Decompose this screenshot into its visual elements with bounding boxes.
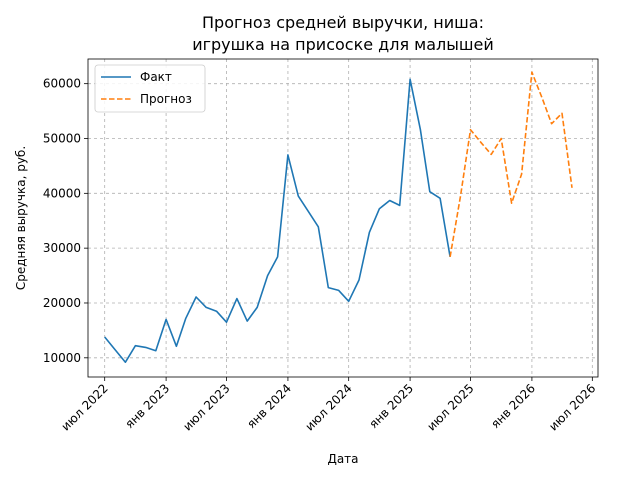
y-axis-label: Средняя выручка, руб.: [14, 146, 28, 290]
grid: [88, 59, 598, 377]
x-tick-label: янв 2023: [122, 381, 172, 431]
y-tick-label: 60000: [43, 77, 81, 91]
legend-fact-label: Факт: [140, 70, 172, 84]
chart-title-line-2: игрушка на присоске для малышей: [192, 35, 494, 54]
chart-title-line-1: Прогноз средней выручки, ниша:: [202, 13, 484, 32]
plot-frame: [87, 58, 599, 378]
y-tick-label: 10000: [43, 351, 81, 365]
x-tick-label: июл 2022: [59, 381, 111, 433]
legend: Факт Прогноз: [94, 64, 206, 113]
legend-forecast-label: Прогноз: [140, 92, 192, 106]
x-axis-label: Дата: [327, 452, 358, 466]
x-tick-label: янв 2025: [366, 381, 416, 431]
x-tick-label: июл 2026: [546, 381, 598, 433]
y-tick-label: 20000: [43, 296, 81, 310]
y-tick-label: 30000: [43, 241, 81, 255]
x-axis: июл 2022 янв 2023 июл 2023 янв 2024 июл 2024…: [59, 377, 598, 434]
x-tick-label: июл 2025: [424, 381, 476, 433]
series-line-fact: [104, 78, 451, 364]
y-tick-label: 50000: [43, 132, 81, 146]
x-tick-label: янв 2024: [244, 381, 294, 431]
y-axis: 10000 20000 30000 40000 50000 60000: [43, 77, 88, 365]
x-tick-label: июл 2024: [303, 381, 355, 433]
x-tick-label: июл 2023: [180, 381, 232, 433]
series-lines: [104, 71, 573, 364]
y-tick-label: 40000: [43, 186, 81, 200]
series-line-forecast: [449, 71, 573, 258]
x-tick-label: янв 2026: [488, 381, 538, 431]
